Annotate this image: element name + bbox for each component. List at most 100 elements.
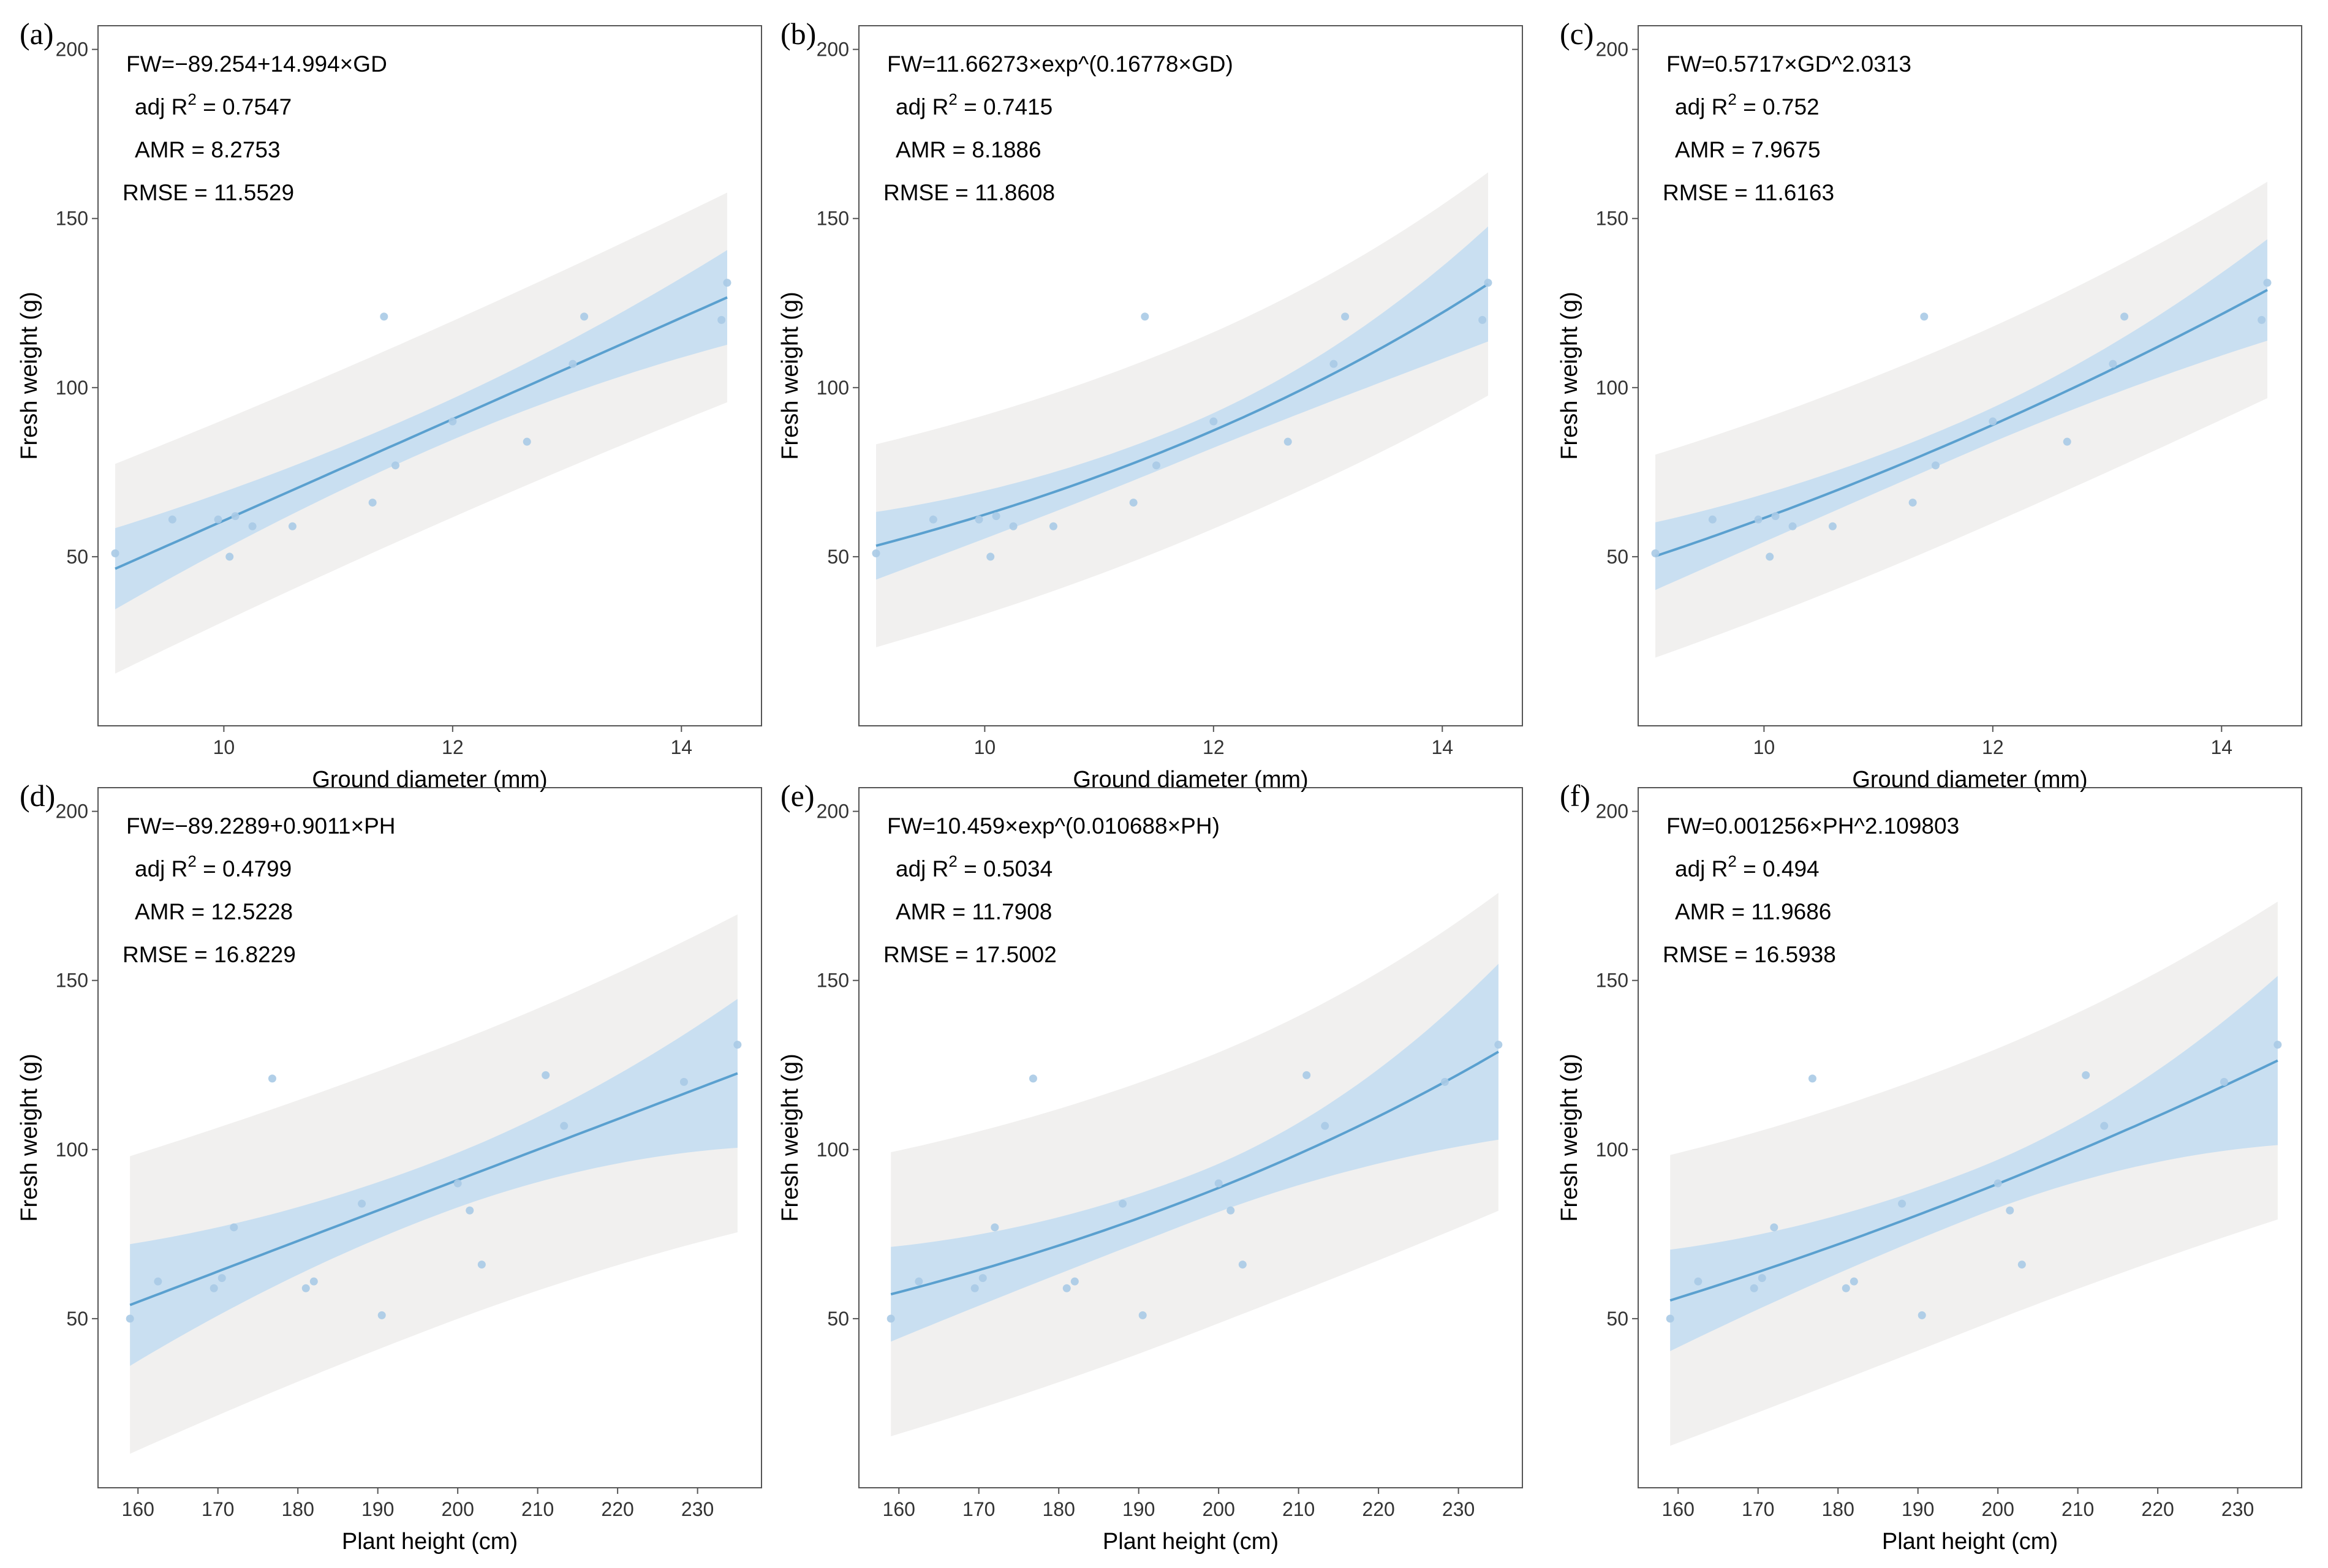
prediction-band [891, 892, 1498, 1436]
data-point [915, 1277, 923, 1286]
data-point [1440, 1077, 1449, 1086]
x-axis-title: Plant height (cm) [1103, 1529, 1279, 1555]
data-point [214, 515, 222, 524]
data-point [1989, 417, 1997, 426]
data-point [2258, 315, 2266, 324]
x-tick-label: 200 [441, 1498, 474, 1520]
y-tick-label: 150 [1596, 208, 1628, 230]
data-point [1694, 1277, 1703, 1286]
x-tick-label: 190 [1122, 1498, 1155, 1520]
x-tick-label: 180 [1822, 1498, 1854, 1520]
y-tick-label: 100 [817, 1139, 849, 1161]
data-point [1770, 1223, 1778, 1232]
data-point [1321, 1121, 1329, 1130]
x-tick-label: 230 [1442, 1498, 1475, 1520]
y-axis-title: Fresh weight (g) [777, 1054, 803, 1222]
plot-frame [858, 787, 1523, 1488]
x-tick-label: 220 [2141, 1498, 2174, 1520]
y-tick-label: 150 [817, 970, 849, 992]
data-point [580, 312, 589, 321]
y-axis-title: Fresh weight (g) [1557, 1054, 1582, 1222]
data-point [1238, 1261, 1247, 1269]
x-tick-label: 200 [1202, 1498, 1234, 1520]
data-point [111, 549, 119, 557]
fit-line [890, 1050, 1499, 1296]
data-point [1341, 312, 1350, 321]
y-tick-label: 150 [1596, 970, 1628, 992]
data-point [1918, 1311, 1926, 1319]
annotation-equation: FW=−89.254+14.994×GD [126, 51, 387, 77]
y-tick-label: 50 [827, 546, 849, 568]
data-point [679, 1077, 688, 1086]
data-point [1666, 1314, 1674, 1323]
x-tick-label: 160 [883, 1498, 915, 1520]
panel-d: 50 100 150 200 160 170 180 190 200 210 220 230 Plant… [17, 778, 762, 1555]
data-point [723, 279, 731, 287]
data-point [466, 1206, 474, 1215]
x-tick-label: 12 [1982, 736, 2004, 758]
panel-label: (b) [780, 17, 816, 51]
data-point [1651, 549, 1660, 557]
data-point [1209, 417, 1218, 426]
annotation-amr: AMR = 8.2753 [135, 137, 281, 162]
y-tick-label: 200 [1596, 39, 1628, 61]
data-point [1283, 437, 1292, 446]
x-tick-label: 170 [962, 1498, 995, 1520]
data-point [1931, 461, 1940, 470]
annotation-equation: FW=10.459×exp^(0.010688×PH) [887, 813, 1220, 839]
data-point [453, 1179, 462, 1188]
annotation-rmse: RMSE = 11.6163 [1663, 180, 1834, 205]
panel-c: 50 100 150 200 10 12 14 Ground diameter (mm) Fre… [1557, 17, 2302, 793]
x-axis-title: Plant height (cm) [342, 1529, 518, 1555]
x-tick-label: 12 [442, 736, 464, 758]
x-tick-label: 160 [1662, 1498, 1695, 1520]
panel-label: (e) [780, 778, 815, 813]
data-point [377, 1311, 386, 1319]
y-tick-label: 50 [827, 1308, 849, 1330]
data-point [2273, 1041, 2282, 1049]
annotation-amr: AMR = 7.9675 [1675, 137, 1821, 162]
y-tick-label: 150 [56, 970, 88, 992]
data-point [309, 1277, 318, 1286]
data-point [1808, 1074, 1816, 1083]
plot-frame [1638, 787, 2302, 1488]
x-tick-label: 10 [1753, 736, 1775, 758]
data-point [1119, 1199, 1127, 1208]
y-tick-label: 200 [1596, 801, 1628, 823]
annotation-adj-r2: adj R2 = 0.7415 [896, 90, 1053, 119]
confidence-band [115, 250, 727, 609]
data-point [2220, 1077, 2228, 1086]
data-point [886, 1314, 895, 1323]
data-point [2063, 437, 2071, 446]
data-point [1302, 1071, 1311, 1079]
prediction-band [1655, 181, 2267, 658]
data-point [992, 512, 1000, 521]
annotation-amr: AMR = 8.1886 [896, 137, 1041, 162]
y-tick-label: 200 [817, 801, 849, 823]
x-tick-label: 220 [1362, 1498, 1394, 1520]
data-point [569, 360, 577, 368]
data-point [1920, 312, 1929, 321]
y-tick-label: 50 [1606, 1308, 1628, 1330]
data-point [380, 312, 388, 321]
x-tick-label: 170 [1742, 1498, 1774, 1520]
annotation-rmse: RMSE = 11.5529 [123, 180, 294, 205]
data-point [1152, 461, 1160, 470]
x-tick-label: 160 [122, 1498, 154, 1520]
y-axis-title: Fresh weight (g) [777, 292, 803, 460]
x-axis-title: Ground diameter (mm) [1852, 767, 2087, 793]
x-tick-label: 230 [681, 1498, 714, 1520]
fit-line [1669, 1059, 2278, 1302]
y-tick-label: 100 [56, 1139, 88, 1161]
annotation-adj-r2: adj R2 = 0.7547 [135, 90, 292, 119]
prediction-band [876, 172, 1488, 647]
y-tick-label: 200 [56, 39, 88, 61]
data-point [978, 1274, 987, 1283]
plot-frame [97, 25, 762, 726]
data-point [986, 552, 995, 561]
data-point [225, 552, 234, 561]
annotation-amr: AMR = 12.5228 [135, 899, 293, 924]
data-point [1788, 522, 1797, 530]
x-tick-label: 200 [1981, 1498, 2014, 1520]
panel-label: (a) [20, 17, 54, 51]
